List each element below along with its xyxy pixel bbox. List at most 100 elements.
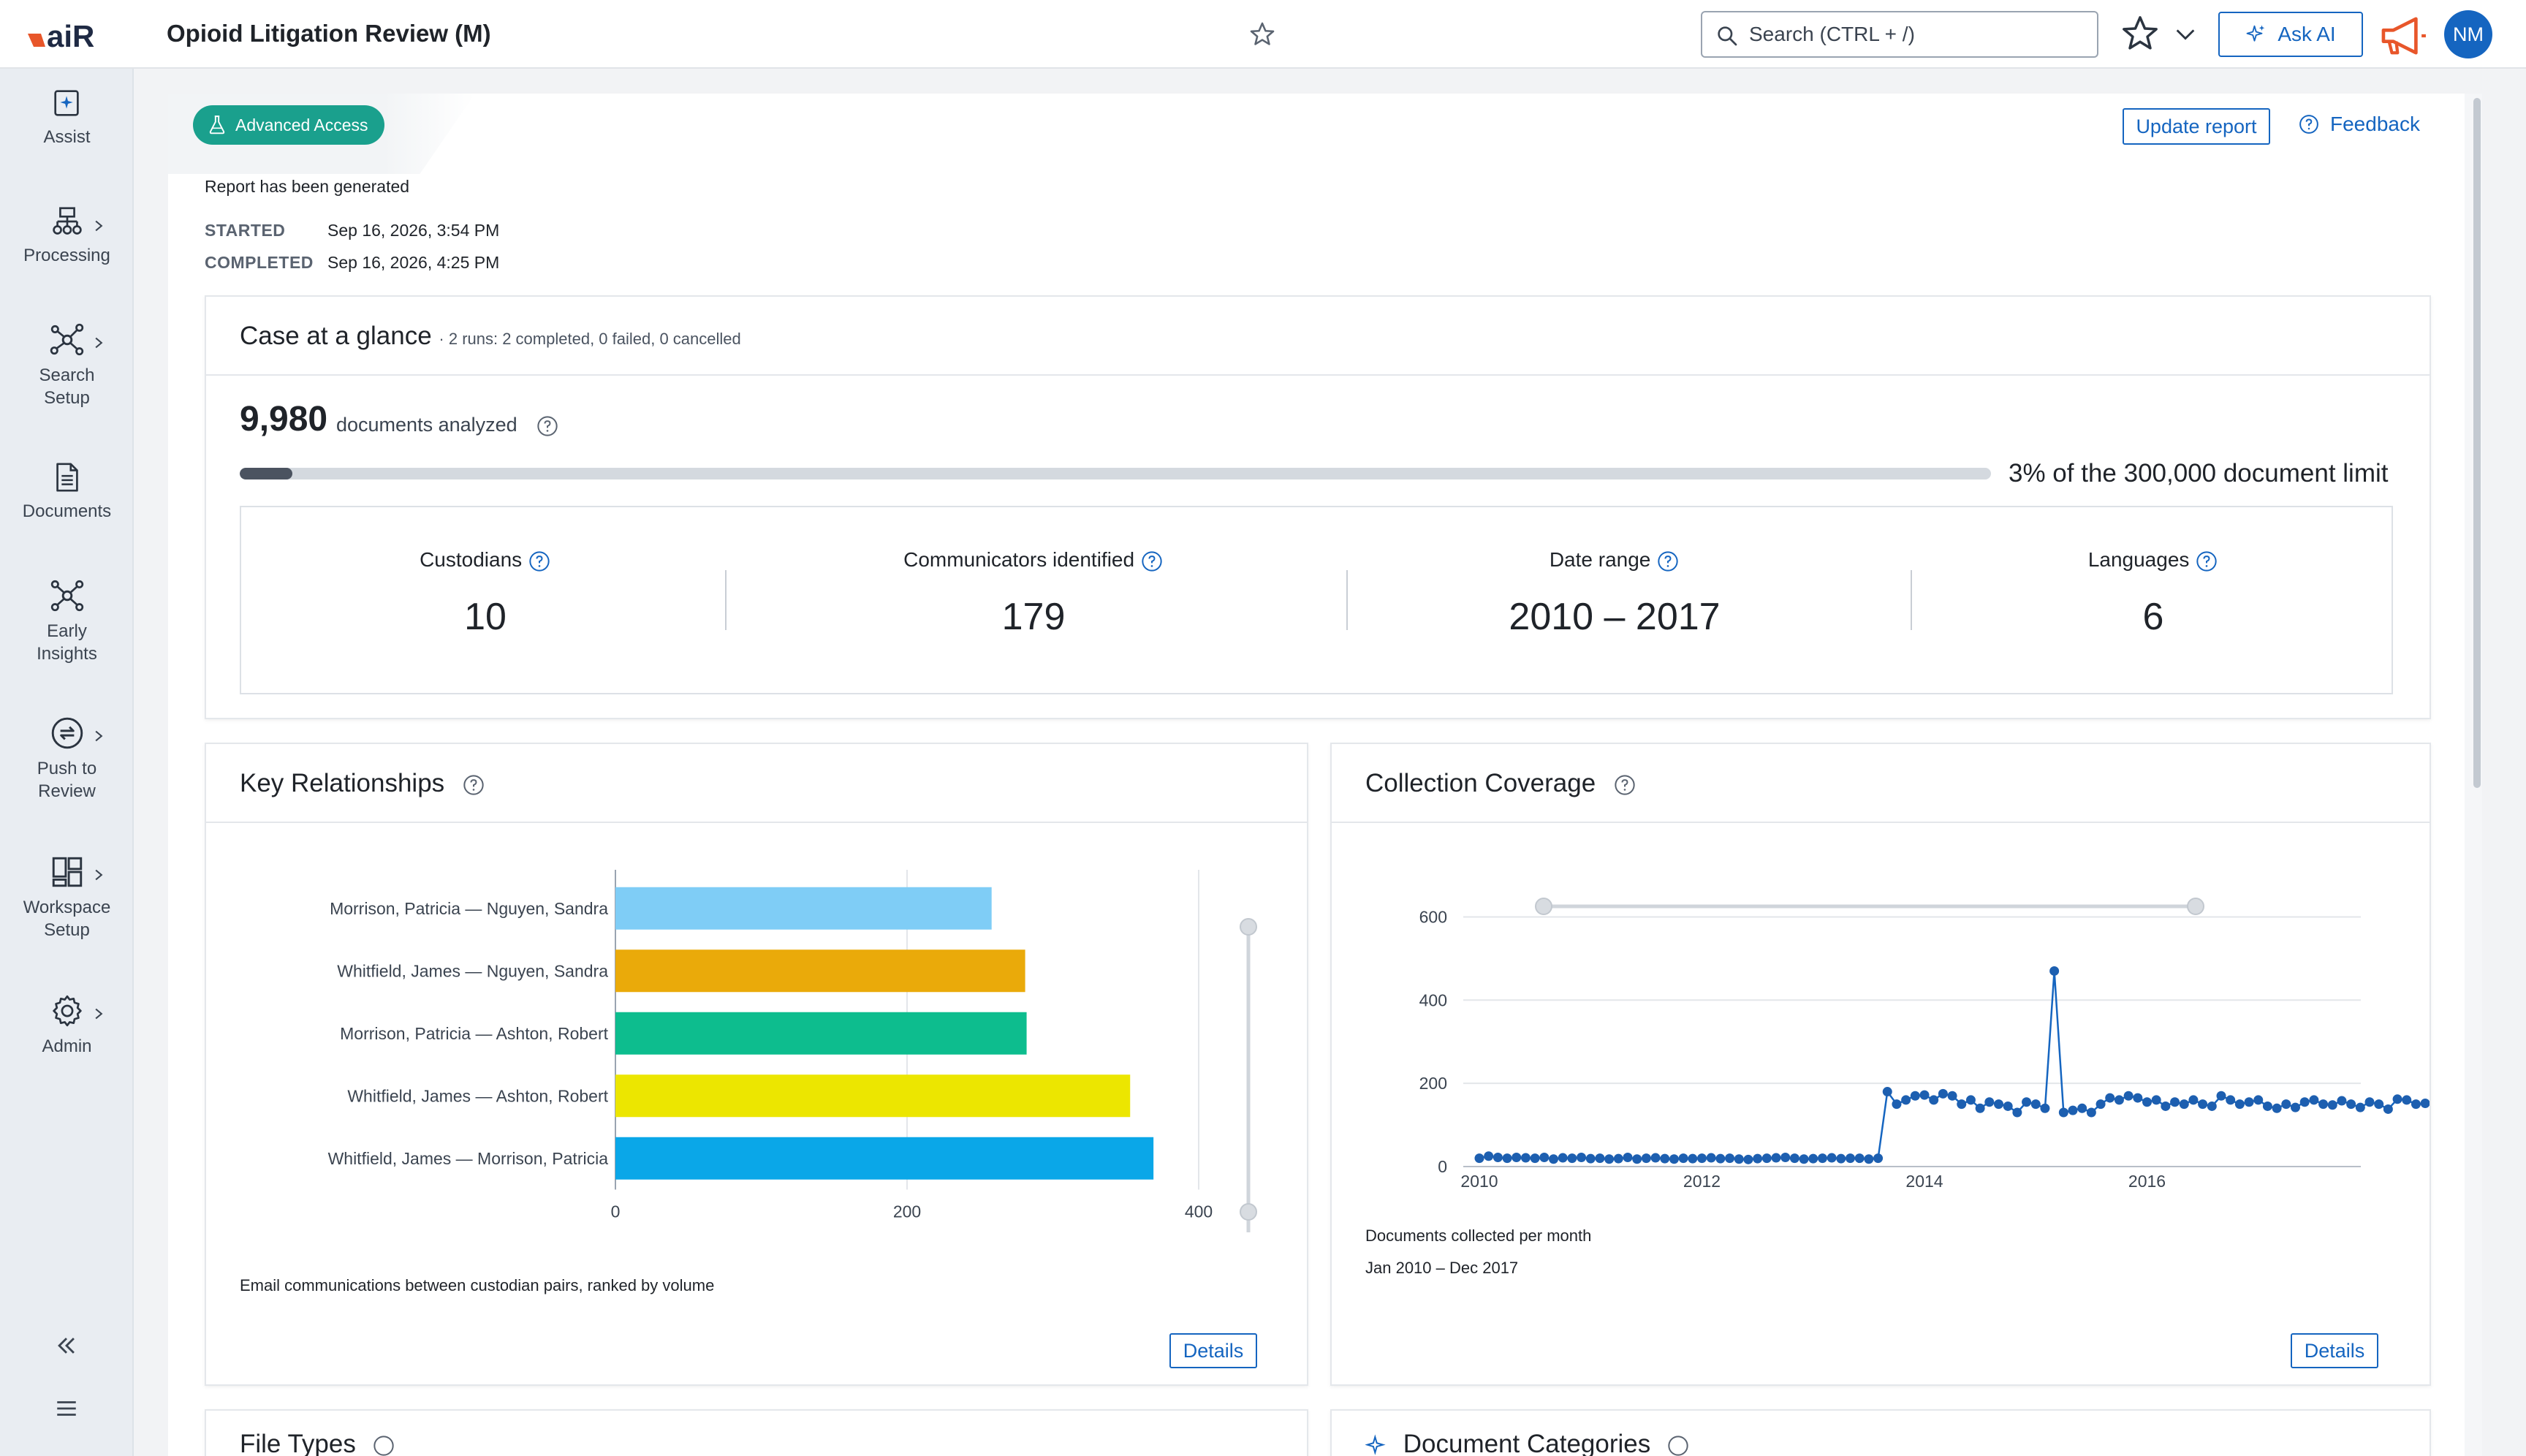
data-point: [2022, 1097, 2032, 1107]
help-icon[interactable]: [536, 414, 559, 438]
data-point: [1799, 1154, 1809, 1164]
stat-custodians: Custodians 10: [241, 507, 729, 693]
card-title: Case at a glance · 2 runs: 2 completed, …: [240, 322, 741, 351]
user-avatar[interactable]: NM: [2444, 10, 2492, 58]
chevron-right-icon: [95, 869, 103, 881]
favorites-chevron-down-icon[interactable]: [2172, 22, 2199, 47]
nav-item-admin[interactable]: Admin: [0, 993, 134, 1058]
workspace-title: Opioid Litigation Review (M): [167, 20, 491, 47]
key-relationships-card: Key Relationships 0 200 400 Morrison, Patri…: [205, 743, 1308, 1386]
range-slider-handle[interactable]: [1535, 898, 1552, 915]
nav-item-documents[interactable]: Documents: [0, 460, 134, 523]
global-search[interactable]: [1701, 11, 2098, 58]
data-point: [1994, 1099, 2003, 1110]
relationships-caption: Email communications between custodian p…: [240, 1276, 715, 1294]
nav-item-workspace-setup[interactable]: Workspace Setup: [0, 854, 134, 941]
data-point: [2281, 1099, 2291, 1110]
y-tick-label: 600: [1419, 907, 1447, 926]
stat-label-text: Custodians: [420, 548, 523, 571]
data-point: [1984, 1097, 1995, 1107]
relationships-title: Key Relationships: [240, 769, 445, 797]
ask-ai-button[interactable]: Ask AI: [2218, 12, 2363, 57]
data-point: [2114, 1095, 2124, 1105]
nav-item-push-to-review[interactable]: Push to Review: [0, 715, 134, 803]
help-icon[interactable]: [2195, 550, 2218, 573]
data-point: [1484, 1151, 1494, 1161]
help-icon[interactable]: [1613, 773, 1636, 797]
bar: [615, 949, 1025, 993]
zoom-slider-handle[interactable]: [1240, 1203, 1257, 1221]
case-at-a-glance-card: Case at a glance · 2 runs: 2 completed, …: [205, 295, 2431, 719]
data-point: [1975, 1103, 1985, 1113]
help-icon[interactable]: [1140, 550, 1164, 573]
sync-icon: [51, 717, 83, 749]
badge-banner: Advanced Access: [168, 94, 475, 174]
data-point: [1669, 1154, 1679, 1164]
search-icon: [1718, 26, 1737, 46]
hamburger-menu-icon[interactable]: [54, 1398, 79, 1419]
relationships-details-button[interactable]: Details: [1169, 1333, 1257, 1368]
categories-title: Document Categories: [1403, 1430, 1651, 1456]
data-point: [1929, 1095, 1939, 1105]
coverage-details-button[interactable]: Details: [2291, 1333, 2378, 1368]
data-point: [2151, 1095, 2161, 1105]
favorites-star-icon[interactable]: [2120, 13, 2161, 54]
glance-run-summary: · 2 runs: 2 completed, 0 failed, 0 cance…: [439, 330, 741, 348]
data-point: [1641, 1153, 1651, 1164]
data-point: [2291, 1102, 2300, 1112]
nav-item-early-insights[interactable]: Early Insights: [0, 577, 134, 665]
data-point: [1623, 1152, 1633, 1162]
search-input[interactable]: [1749, 20, 2085, 49]
data-point: [1512, 1152, 1522, 1162]
completed-row: COMPLETED Sep 16, 2026, 4:25 PM: [205, 253, 499, 273]
stat-value: 179: [1001, 596, 1066, 638]
data-point: [2383, 1104, 2393, 1114]
data-point: [1734, 1154, 1744, 1164]
data-point: [2086, 1107, 2096, 1118]
scrollbar-thumb[interactable]: [2473, 98, 2481, 788]
data-point: [1892, 1099, 1902, 1110]
coverage-title: Collection Coverage: [1365, 769, 1596, 797]
help-icon[interactable]: [528, 550, 551, 573]
data-point: [1539, 1152, 1550, 1162]
help-icon[interactable]: [1656, 550, 1680, 573]
card-title: File Types: [240, 1430, 395, 1456]
nav-item-processing[interactable]: Processing: [0, 205, 134, 267]
nav-item-assist[interactable]: Assist: [0, 86, 134, 148]
data-point: [1743, 1154, 1753, 1164]
x-tick-label: 2016: [2128, 1172, 2166, 1191]
completed-value: Sep 16, 2026, 4:25 PM: [327, 253, 500, 272]
nav-item-search-setup[interactable]: Search Setup: [0, 322, 134, 409]
document-icon: [56, 463, 78, 492]
data-point: [1660, 1153, 1670, 1164]
data-point: [1530, 1153, 1540, 1164]
file-types-title: File Types: [240, 1430, 356, 1456]
stat-languages: Languages 6: [1912, 507, 2394, 693]
category-label: Whitfield, James — Morrison, Patricia: [328, 1149, 609, 1168]
data-point: [1771, 1153, 1781, 1163]
help-icon[interactable]: [1666, 1434, 1690, 1456]
documents-label: documents analyzed: [336, 414, 559, 438]
zoom-slider-handle[interactable]: [1240, 918, 1257, 936]
progress-fill: [240, 468, 292, 479]
coverage-caption: Documents collected per month: [1365, 1226, 1592, 1245]
data-point: [2095, 1099, 2106, 1110]
favorite-star-icon[interactable]: [1248, 20, 1276, 48]
series-line: [1479, 971, 2430, 1161]
data-point: [1808, 1153, 1818, 1164]
divider: [725, 570, 727, 630]
feedback-link[interactable]: Feedback: [2298, 113, 2420, 136]
data-point: [1520, 1153, 1531, 1163]
data-point: [1854, 1153, 1865, 1164]
collapse-sidebar-icon[interactable]: [54, 1335, 79, 1357]
app-logo[interactable]: aiR: [26, 18, 108, 51]
help-icon[interactable]: [372, 1434, 395, 1456]
data-point: [1919, 1090, 1930, 1100]
data-point: [2049, 966, 2060, 976]
range-slider-handle[interactable]: [2187, 898, 2204, 915]
card-header: Collection Coverage: [1332, 744, 2430, 823]
data-point: [1567, 1153, 1577, 1164]
update-report-button[interactable]: Update report: [2123, 108, 2270, 145]
help-icon[interactable]: [462, 773, 485, 797]
announcements-megaphone-icon[interactable]: [2378, 15, 2429, 57]
